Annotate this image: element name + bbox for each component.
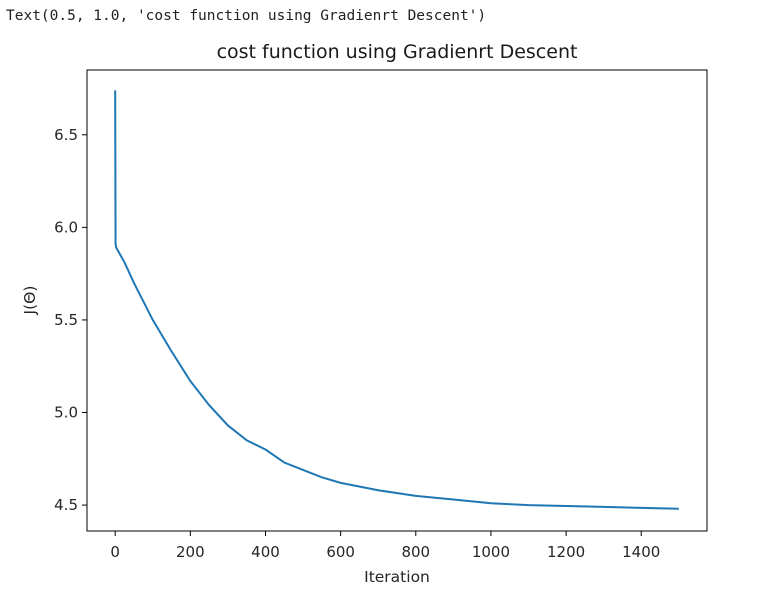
plot-frame: [86, 69, 708, 532]
x-tick-label: 1400: [622, 543, 660, 561]
x-tick-label: 1200: [547, 543, 585, 561]
x-axis: 0 200 400 600 800 1000 1200 1400: [110, 531, 660, 561]
y-axis-label: J(Θ): [21, 286, 39, 316]
cost-line: [114, 90, 679, 510]
y-tick-label: 5.0: [54, 404, 78, 422]
x-tick-label: 400: [251, 543, 280, 561]
x-tick-label: 200: [176, 543, 205, 561]
y-tick-label: 6.5: [54, 126, 78, 144]
x-tick-label: 1000: [472, 543, 510, 561]
y-tick-label: 4.5: [54, 496, 78, 514]
cell-output-text: Text(0.5, 1.0, 'cost function using Grad…: [6, 8, 487, 24]
chart-title: cost function using Gradienrt Descent: [217, 41, 578, 63]
x-tick-label: 0: [110, 543, 120, 561]
y-tick-label: 5.5: [54, 311, 78, 329]
x-tick-label: 800: [401, 543, 430, 561]
x-axis-label: Iteration: [364, 568, 430, 586]
y-tick-label: 6.0: [54, 218, 78, 236]
y-axis: 4.5 5.0 5.5 6.0 6.5: [54, 126, 87, 514]
x-tick-label: 600: [326, 543, 355, 561]
